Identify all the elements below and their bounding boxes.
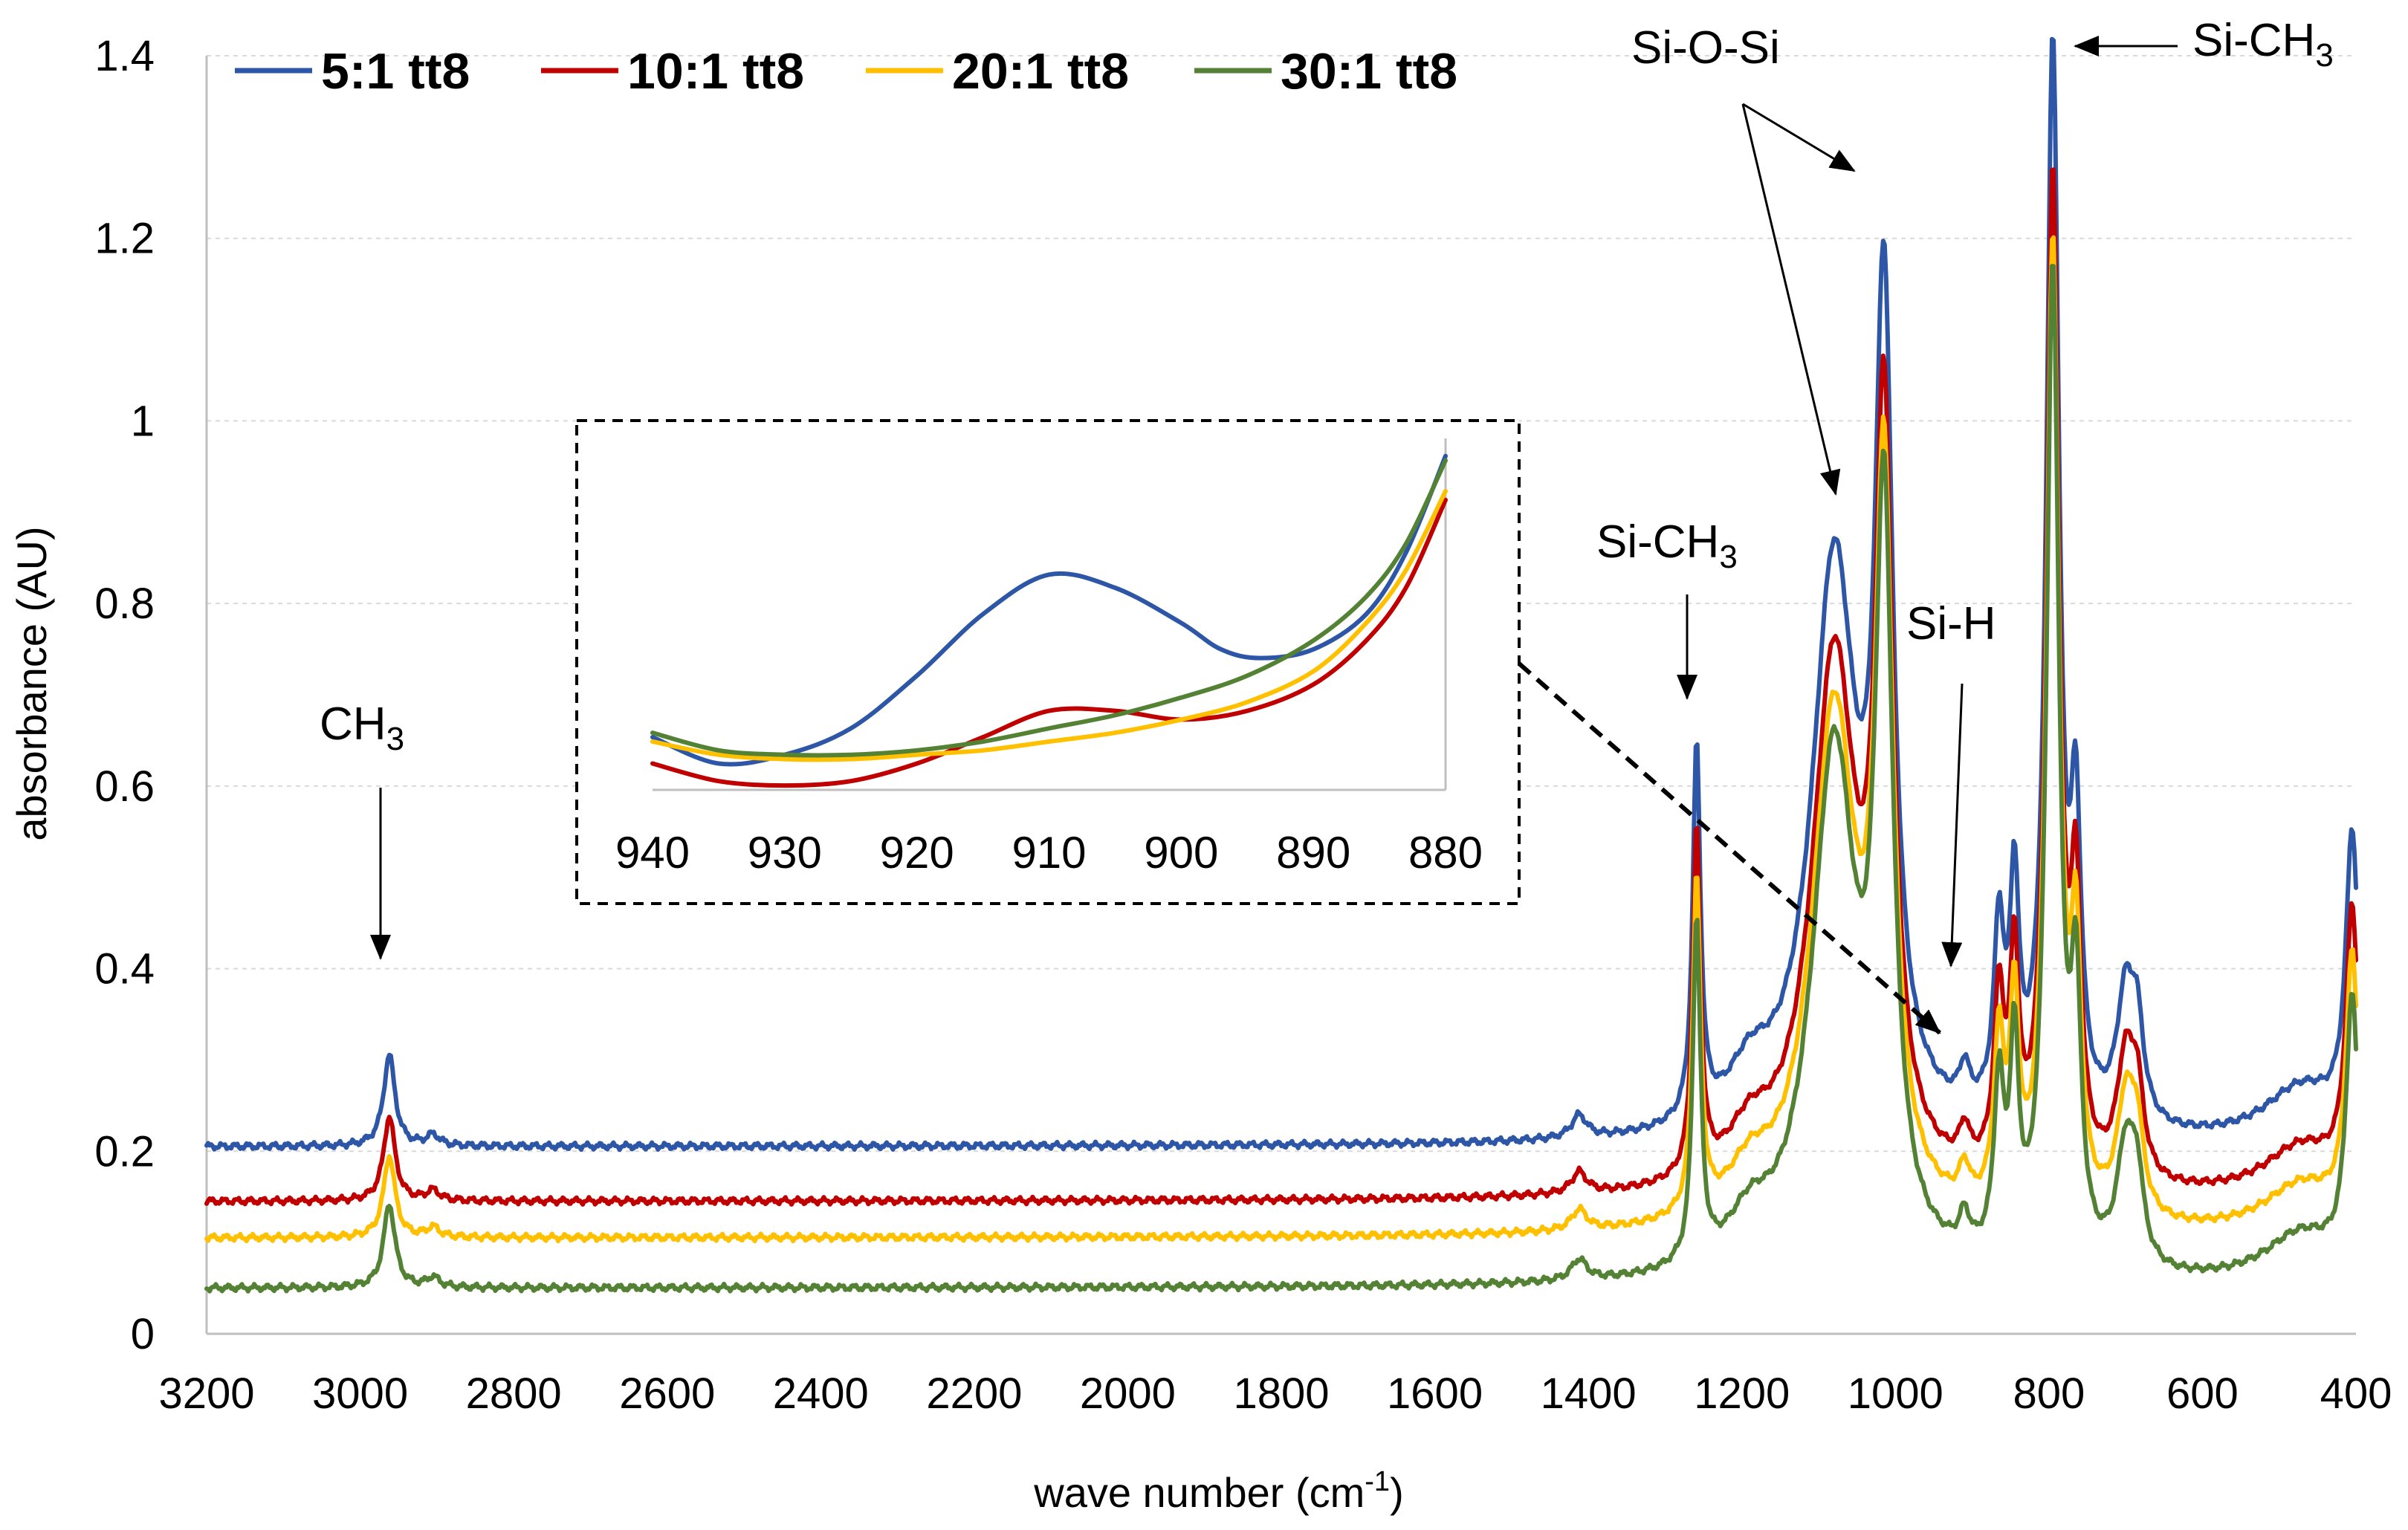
annotation-sich3-right-main: Si-CH	[2192, 15, 2315, 66]
inset-series-line-0	[650, 453, 1448, 767]
x-tick-label: 1600	[1387, 1369, 1483, 1418]
annotation-ch3: CH3	[320, 698, 404, 757]
inset-frame	[575, 419, 1521, 905]
annotations: CH3 Si-CH3 Si-O-Si Si-H Si-CH3	[320, 15, 2334, 967]
inset-series-group	[650, 453, 1448, 788]
x-tick-label: 3000	[312, 1369, 408, 1418]
x-tick-label: 2800	[466, 1369, 562, 1418]
annotation-sich3-left-sub: 3	[1719, 539, 1737, 575]
x-tick-label: 2000	[1080, 1369, 1176, 1418]
x-tick-label: 2200	[926, 1369, 1022, 1418]
y-tick-label: 0.2	[94, 1127, 155, 1176]
series-group	[204, 36, 2358, 1294]
series-line-2	[204, 235, 2358, 1244]
series-line-0	[204, 36, 2358, 1153]
y-tick-label: 0.4	[94, 945, 155, 993]
inset-callout-arrow	[1518, 661, 1941, 1035]
inset-x-tick-label: 920	[880, 828, 954, 878]
x-tick-label: 2600	[619, 1369, 715, 1418]
annotation-ch3-main: CH	[320, 698, 386, 750]
x-tick-label: 1800	[1233, 1369, 1329, 1418]
inset-axes: 940 930 920 910 900 890 880	[615, 438, 1483, 878]
inset-x-tick-label: 940	[615, 828, 690, 878]
legend-label-1: 10:1 tt8	[627, 43, 804, 100]
y-tick-label: 0	[131, 1310, 155, 1358]
x-tick-label: 3200	[158, 1369, 254, 1418]
inset-zoom: 940 930 920 910 900 890 880	[575, 419, 1941, 1035]
y-tick-label: 1	[131, 397, 155, 445]
inset-x-tick-label: 910	[1012, 828, 1086, 878]
inset-x-tick-label: 900	[1144, 828, 1218, 878]
x-tick-label: 600	[2166, 1369, 2239, 1418]
x-axis-label: wave number (cm-1)	[1033, 1466, 1403, 1516]
series-line-1	[204, 167, 2358, 1207]
annotation-siosi-arrow-1	[1742, 103, 1856, 172]
inset-series-line-3	[650, 458, 1448, 758]
annotation-sich3-left-main: Si-CH	[1596, 516, 1719, 568]
legend-label-0: 5:1 tt8	[321, 43, 470, 100]
x-tick-label: 1000	[1848, 1369, 1943, 1418]
y-tick-label: 0.8	[94, 580, 155, 628]
y-tick-label: 1.4	[94, 32, 155, 80]
annotation-sich3-right-sub: 3	[2315, 37, 2333, 74]
x-tick-label: 800	[2013, 1369, 2085, 1418]
legend-label-3: 30:1 tt8	[1281, 43, 1457, 100]
x-tick-label: 1200	[1694, 1369, 1790, 1418]
x-tick-label: 2400	[773, 1369, 869, 1418]
annotation-sih-arrow	[1941, 683, 1964, 967]
annotation-sich3-left: Si-CH3	[1596, 516, 1738, 575]
legend-label-2: 20:1 tt8	[952, 43, 1129, 100]
y-axis-label: absorbance (AU)	[8, 526, 55, 840]
annotation-ch3-sub: 3	[386, 721, 404, 757]
inset-x-tick-label: 890	[1276, 828, 1350, 878]
annotation-sih: Si-H	[1906, 598, 1996, 649]
x-axis-label-sup: -1	[1365, 1466, 1390, 1497]
series-line-3	[204, 264, 2358, 1294]
inset-x-tick-label: 880	[1408, 828, 1483, 878]
annotation-siosi-arrow-2	[1741, 103, 1841, 496]
y-tick-label: 1.2	[94, 215, 155, 263]
x-tick-label: 400	[2320, 1369, 2392, 1418]
inset-x-tick-label: 930	[748, 828, 822, 878]
axes: 0 0.2 0.4 0.6 0.8 1 1.2 1.4 3200 3000 2800 2600 2400…	[94, 32, 2392, 1418]
inset-series-line-2	[650, 489, 1448, 762]
inset-series-line-1	[650, 497, 1448, 788]
annotation-siosi: Si-O-Si	[1631, 22, 1780, 74]
x-axis-label-main: wave number (cm	[1033, 1469, 1365, 1516]
annotation-sich3-right: Si-CH3	[2192, 15, 2334, 74]
x-axis-label-close: )	[1390, 1469, 1404, 1516]
legend: 5:1 tt8 10:1 tt8 20:1 tt8 30:1 tt8	[235, 43, 1457, 100]
x-tick-label: 1400	[1541, 1369, 1637, 1418]
y-tick-label: 0.6	[94, 762, 155, 811]
